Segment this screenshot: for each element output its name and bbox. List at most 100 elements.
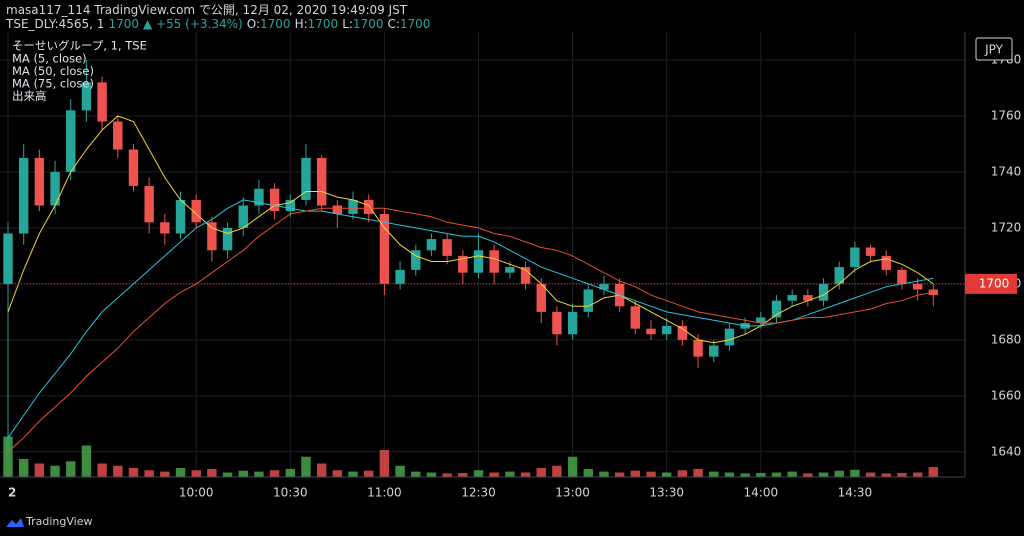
legend-entry: MA (50, close) [12, 64, 94, 78]
volume-bar [850, 469, 860, 477]
volume-bar [661, 472, 672, 477]
volume-bar [301, 456, 311, 477]
candle-body [787, 295, 797, 301]
candle-body [897, 269, 907, 284]
volume-bar [771, 472, 782, 477]
volume-bar [881, 473, 891, 477]
volume-bar [332, 470, 343, 477]
candle-body [222, 227, 233, 251]
y-tick-label: 1640 [991, 444, 1022, 458]
volume-bar [238, 470, 248, 477]
symbol: TSE_DLY:4565, 1 [6, 17, 105, 31]
volume-bar [18, 459, 29, 477]
candle-body [411, 250, 421, 270]
candle-body [881, 255, 891, 270]
volume-bar [599, 471, 609, 477]
currency-box[interactable] [975, 37, 1013, 61]
candle-body [677, 325, 688, 340]
x-tick-label: 14:00 [744, 486, 779, 500]
ohlc-label: C: [387, 17, 400, 31]
volume-bar [379, 450, 390, 477]
publish-info: masa117_114 TradingView.com で公開, 12月 02,… [6, 3, 408, 17]
volume-bar [144, 470, 154, 477]
volume-bar [254, 471, 264, 477]
volume-bar [191, 470, 201, 477]
x-tick-label: 14:30 [838, 486, 873, 500]
volume-bar [803, 473, 813, 477]
candle-body [97, 82, 107, 122]
volume-bar [458, 472, 468, 477]
volume-bar [364, 470, 374, 477]
volume-bar [426, 472, 437, 477]
volume-bar [489, 472, 499, 477]
volume-bar [222, 472, 233, 477]
volume-bar [709, 471, 719, 477]
y-tick-label: 1720 [991, 220, 1022, 234]
volume-bar [395, 465, 405, 477]
volume-bar [505, 471, 515, 477]
candle-body [442, 239, 452, 256]
candle-body [3, 233, 13, 284]
volume-bar [81, 445, 92, 477]
volume-bar [897, 472, 907, 477]
volume-bar [818, 472, 829, 477]
currency[interactable]: JPY [984, 43, 1004, 57]
volume-bar [207, 468, 217, 477]
candle-body [191, 199, 201, 223]
volume-bar [614, 472, 625, 477]
x-tick-label: 2 [8, 486, 16, 500]
y-tick-label: 1740 [991, 164, 1022, 178]
candle-body [803, 295, 813, 301]
header-line: masa117_114 TradingView.com で公開, 12月 02,… [6, 1, 411, 18]
volume-bar [175, 468, 186, 477]
candle-body [254, 188, 264, 206]
candle-body [364, 199, 374, 214]
volume-bar [316, 463, 327, 477]
y-tick-label: 1700 [991, 276, 1022, 290]
volume-bar [411, 471, 421, 477]
logo [6, 518, 24, 527]
last-price: 1700 [108, 17, 139, 31]
candle-body [630, 306, 641, 329]
candle-body [207, 222, 217, 251]
volume-bar [269, 470, 280, 477]
ohlc: O:1700 H:1700 L:1700 C:1700 [247, 17, 435, 31]
candle-body [128, 149, 139, 186]
volume-bar [740, 473, 750, 477]
candle-body [332, 205, 343, 214]
header-quote: TSE_DLY:4565, 1 1700 ▲ +55 (+3.34%) O:1700 H… [6, 17, 438, 31]
volume-bar [912, 472, 923, 477]
candle-body [316, 157, 327, 206]
ma-line [7, 199, 934, 439]
candle-body [552, 311, 562, 335]
candle-body [583, 289, 593, 312]
candle-body [301, 157, 311, 200]
candle-body [834, 267, 844, 284]
volume-bar [50, 465, 60, 477]
volume-bar [693, 468, 703, 477]
candle-body [34, 157, 45, 206]
candle-body [66, 110, 76, 172]
volume-bar [520, 472, 531, 477]
candle-body [50, 171, 60, 206]
ohlc-value: 1700 [260, 17, 291, 31]
candle-body [505, 267, 515, 273]
x-tick-label: 13:00 [555, 486, 590, 500]
candle-body [740, 323, 750, 329]
legend-entry: MA (5, close) [12, 52, 87, 66]
volume-bar [724, 472, 735, 477]
ma-line [7, 207, 934, 453]
legend-entry: 出来高 [12, 89, 47, 103]
ohlc-label: L: [342, 17, 353, 31]
volume-bar [536, 468, 546, 477]
y-tick-label: 1680 [991, 332, 1022, 346]
candle-body [269, 188, 280, 212]
candle-body [661, 325, 672, 335]
candle-body [379, 213, 390, 284]
candle-body [348, 199, 358, 214]
volume-bar [677, 470, 688, 477]
candle-body [599, 283, 609, 290]
candle-body [160, 222, 170, 234]
